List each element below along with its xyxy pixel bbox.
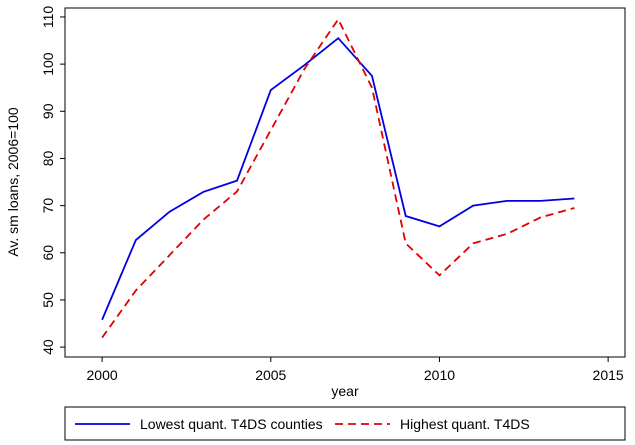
line-series (101, 17, 575, 339)
y-tick-label: 40 (40, 339, 56, 355)
legend-label: Lowest quant. T4DS counties (140, 416, 323, 432)
plot-frame (64, 7, 626, 358)
y-tick-label: 80 (40, 150, 56, 166)
x-axis-label: year (331, 383, 359, 399)
legend-label: Highest quant. T4DS (400, 416, 530, 432)
y-tick-label: 60 (40, 245, 56, 261)
line-series (101, 36, 575, 321)
legend-box (64, 406, 626, 441)
x-tick-label: 2005 (255, 367, 286, 383)
y-tick-label: 70 (40, 198, 56, 214)
y-tick-label: 110 (40, 6, 56, 29)
x-tick-label: 2010 (424, 367, 455, 383)
y-tick-label: 90 (40, 103, 56, 119)
x-tick-label: 2000 (87, 367, 118, 383)
y-axis-label: Av. sm loans, 2006=100 (5, 107, 21, 257)
y-tick-label: 100 (40, 52, 56, 76)
x-tick-label: 2015 (593, 367, 624, 383)
y-tick-label: 50 (40, 292, 56, 308)
